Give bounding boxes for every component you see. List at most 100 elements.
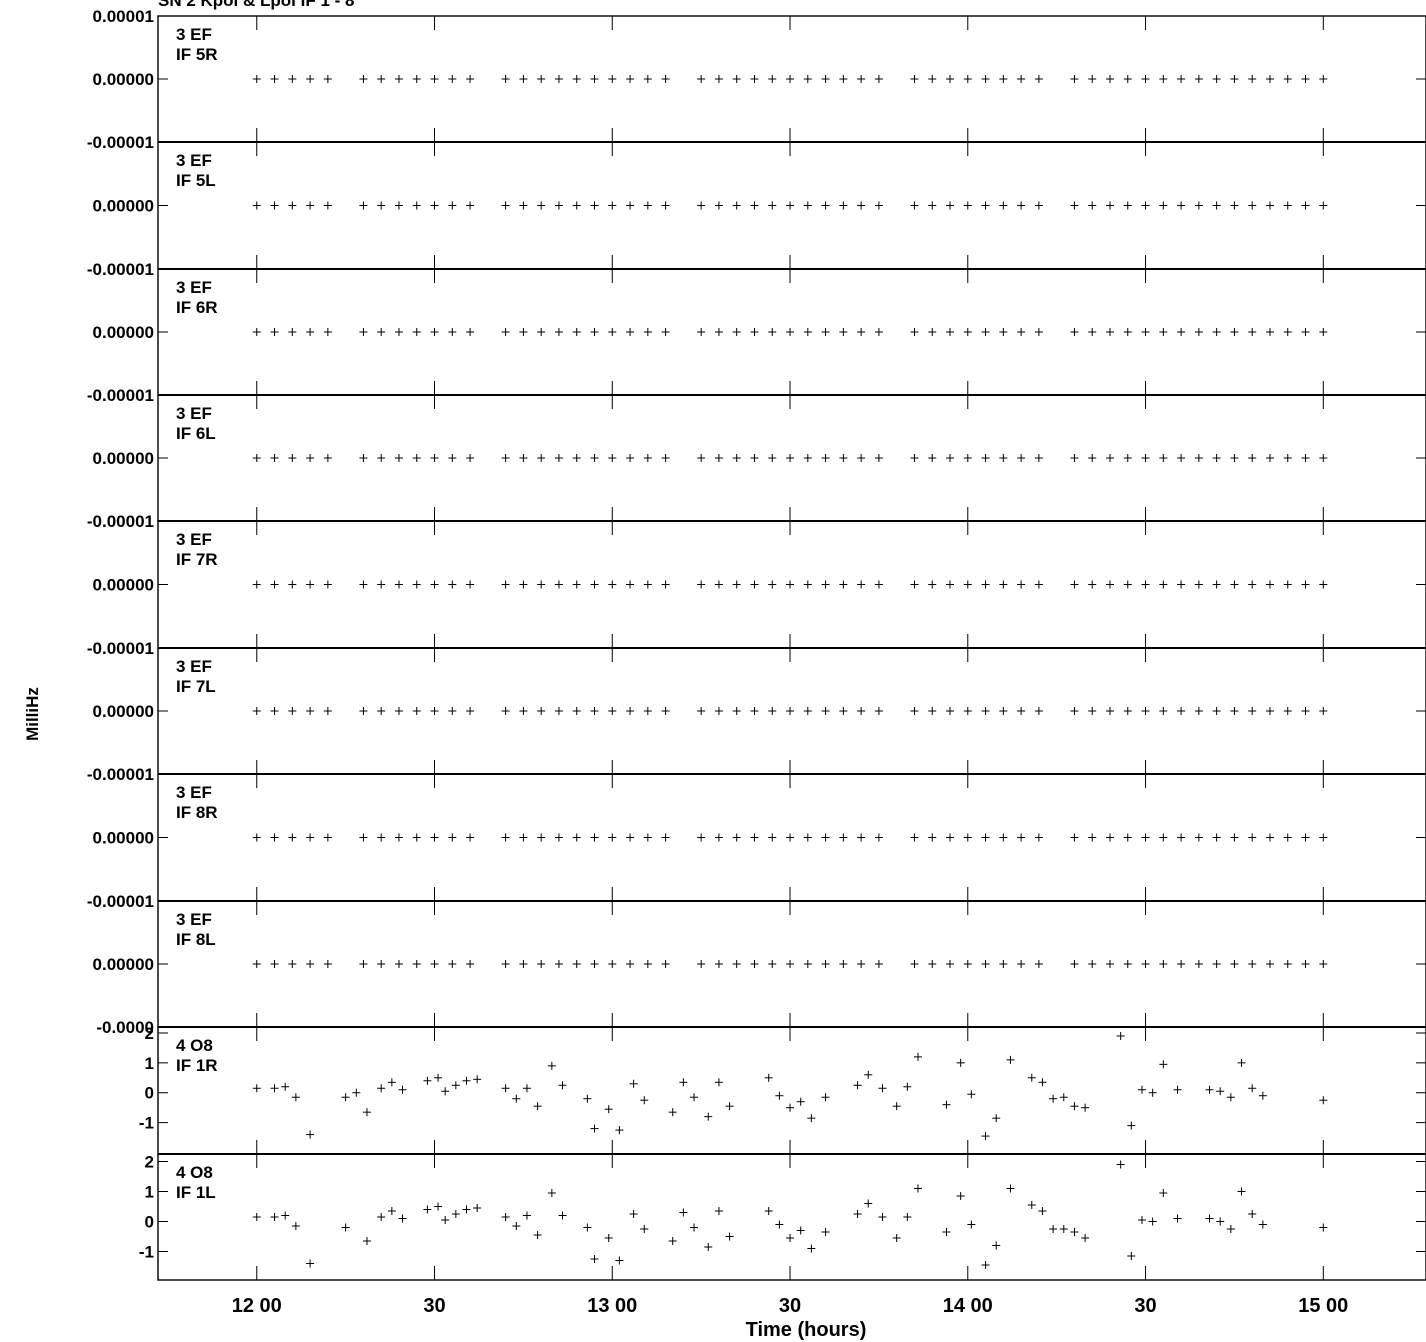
data-point [1159,960,1168,968]
data-point [626,580,635,589]
data-point [1173,1214,1182,1223]
data-point [963,75,972,83]
y-tick-label: -0.0000 [96,1018,154,1037]
data-point [590,454,599,462]
data-point [466,833,475,842]
data-point [803,707,812,715]
data-point [323,707,332,715]
data-point [1194,580,1203,589]
data-point [412,960,421,968]
data-point [786,328,795,336]
data-point [864,1070,873,1079]
data-point [323,833,332,842]
data-point [423,1205,432,1214]
data-point [608,833,617,842]
data-point [547,1189,556,1197]
data-point [764,1207,773,1215]
data-point [697,707,706,715]
data-point [1319,960,1328,968]
data-point [466,328,475,336]
data-point [821,328,830,336]
data-point [1319,328,1328,336]
data-point [306,960,315,968]
data-point [1230,580,1239,589]
data-point [1105,580,1114,589]
data-point [661,201,670,210]
data-point [803,201,812,210]
data-point [430,201,439,210]
y-tick-label: -0.00001 [87,386,154,405]
data-point [963,960,972,968]
data-point [768,833,777,842]
data-point [732,960,741,968]
data-point [387,1207,396,1215]
data-point [306,1130,315,1139]
data-point [537,833,546,842]
data-point [590,328,599,336]
data-point [714,1078,723,1087]
data-point [892,1234,901,1242]
data-point [1248,707,1257,715]
data-point [1212,833,1221,842]
data-point [341,1223,350,1232]
data-point [1177,580,1186,589]
data-point [786,833,795,842]
data-point [626,833,635,842]
data-point [981,960,990,968]
data-point [807,1114,816,1123]
data-point [768,75,777,83]
data-point [946,328,955,336]
data-point [910,580,919,589]
data-point [501,960,510,968]
data-point [519,960,528,968]
data-point [1194,75,1203,83]
data-point [412,707,421,715]
data-point [1248,454,1257,462]
data-point [714,75,723,83]
data-point [412,201,421,210]
data-point [946,75,955,83]
data-point [306,707,315,715]
data-point [714,833,723,842]
x-axis-label: Time (hours) [746,1319,867,1341]
data-point [1265,707,1274,715]
panel-label-line2: IF 7L [176,677,216,696]
data-point [377,328,386,336]
data-point [430,75,439,83]
data-point [252,1213,261,1221]
y-tick-label: -0.00001 [87,133,154,152]
data-point [1177,833,1186,842]
data-point [1123,75,1132,83]
data-point [732,75,741,83]
panel-label-line2: IF 6R [176,298,218,317]
data-point [864,1199,873,1208]
data-point [1088,580,1097,589]
data-point [732,580,741,589]
data-point [928,201,937,210]
data-point [1088,960,1097,968]
data-point [910,707,919,715]
data-point [572,580,581,589]
data-point [1141,960,1150,968]
data-point [537,580,546,589]
data-point [572,833,581,842]
data-point [874,454,883,462]
data-point [558,1211,567,1220]
data-point [1027,1201,1036,1209]
data-point [441,1087,450,1096]
data-point [434,1073,443,1082]
data-point [928,960,937,968]
data-point [839,75,848,83]
data-point [252,454,261,462]
data-point [1034,454,1043,462]
data-point [434,1202,443,1211]
data-point [462,1205,471,1214]
data-point [714,201,723,210]
data-point [714,960,723,968]
data-point [821,580,830,589]
data-point [1123,833,1132,842]
data-point [999,960,1008,968]
data-point [679,1208,688,1217]
data-point [1265,580,1274,589]
